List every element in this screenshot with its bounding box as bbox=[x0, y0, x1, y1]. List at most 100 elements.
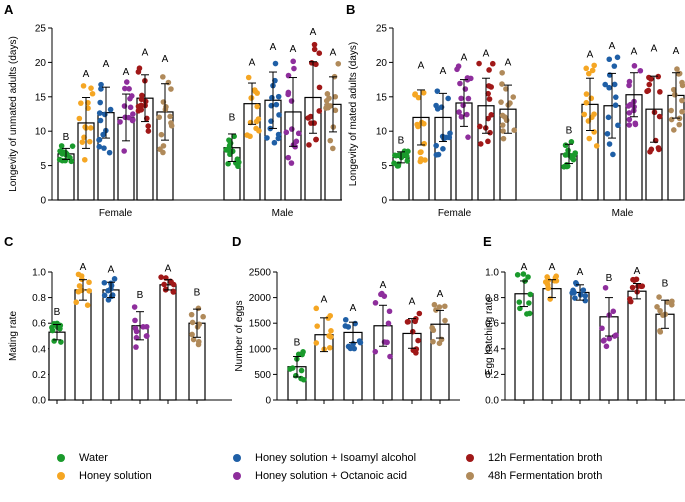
significance-letter: A bbox=[270, 42, 277, 53]
y-tick-label: 500 bbox=[254, 370, 271, 381]
panel-label: D bbox=[232, 234, 241, 249]
data-point bbox=[227, 151, 233, 158]
data-point bbox=[100, 131, 106, 138]
data-point bbox=[161, 281, 167, 288]
data-point bbox=[465, 95, 472, 102]
data-point bbox=[477, 141, 484, 147]
data-point bbox=[330, 145, 336, 152]
y-tick-label: 0.8 bbox=[32, 293, 46, 304]
data-point bbox=[313, 305, 320, 312]
legend-item-48h: 48h Fermentation broth bbox=[466, 470, 602, 482]
data-point bbox=[581, 111, 588, 118]
data-point bbox=[568, 139, 575, 145]
data-point bbox=[123, 79, 130, 85]
data-point bbox=[626, 116, 633, 123]
significance-letter: A bbox=[330, 47, 337, 58]
y-tick-label: 1000 bbox=[249, 344, 272, 355]
significance-letter: A bbox=[549, 262, 556, 273]
data-point bbox=[158, 274, 164, 280]
data-point bbox=[130, 117, 136, 123]
data-point bbox=[323, 105, 329, 111]
legend-item-water: Water bbox=[57, 452, 108, 464]
significance-letter: A bbox=[483, 49, 490, 60]
data-point bbox=[676, 121, 683, 128]
data-point bbox=[384, 339, 390, 346]
data-point bbox=[514, 272, 521, 278]
data-point bbox=[606, 56, 613, 63]
data-point bbox=[544, 274, 550, 280]
data-point bbox=[132, 317, 138, 324]
data-point bbox=[591, 62, 597, 69]
data-point bbox=[582, 292, 589, 299]
y-tick-label: 5 bbox=[381, 161, 387, 172]
data-point bbox=[498, 99, 504, 105]
y-tick-label: 0 bbox=[265, 396, 271, 407]
data-point bbox=[606, 141, 613, 147]
data-point bbox=[525, 274, 531, 280]
data-point bbox=[160, 143, 167, 149]
data-point bbox=[326, 95, 332, 102]
data-point bbox=[345, 324, 352, 330]
data-point bbox=[122, 85, 128, 92]
data-point bbox=[526, 310, 533, 317]
data-point bbox=[130, 111, 136, 117]
data-point bbox=[503, 117, 510, 124]
data-point bbox=[572, 295, 578, 301]
data-point bbox=[160, 149, 166, 156]
data-point bbox=[404, 319, 411, 325]
data-point bbox=[648, 146, 655, 153]
data-point bbox=[85, 105, 91, 112]
data-point bbox=[311, 41, 318, 48]
y-tick-label: 15 bbox=[376, 92, 388, 103]
data-point bbox=[235, 163, 241, 170]
data-point bbox=[679, 79, 685, 86]
data-point bbox=[245, 74, 252, 81]
data-point bbox=[133, 344, 139, 350]
x-group-label: Female bbox=[99, 208, 133, 219]
legend-label: Water bbox=[79, 452, 108, 464]
data-point bbox=[285, 72, 292, 79]
data-point bbox=[433, 152, 440, 158]
data-point bbox=[316, 108, 323, 114]
legend-swatch bbox=[466, 454, 474, 462]
data-point bbox=[583, 91, 590, 97]
data-point bbox=[564, 163, 571, 169]
data-point bbox=[145, 123, 151, 129]
data-point bbox=[76, 283, 83, 289]
significance-letter: A bbox=[80, 262, 87, 273]
data-point bbox=[420, 89, 427, 96]
data-point bbox=[170, 288, 177, 295]
data-point bbox=[56, 156, 63, 163]
data-point bbox=[489, 60, 496, 67]
data-point bbox=[311, 120, 317, 126]
data-point bbox=[101, 279, 108, 286]
y-axis-label: Egg hatching rate bbox=[484, 296, 495, 375]
data-point bbox=[196, 321, 202, 328]
legend-item-isoamyl: Honey solution + Isoamyl alcohol bbox=[233, 452, 416, 464]
data-point bbox=[85, 99, 91, 106]
data-point bbox=[62, 157, 69, 164]
significance-letter: A bbox=[108, 265, 115, 276]
data-point bbox=[486, 67, 492, 73]
significance-letter: A bbox=[461, 53, 468, 64]
data-point bbox=[188, 311, 195, 318]
data-point bbox=[465, 134, 471, 140]
data-point bbox=[599, 325, 605, 332]
data-point bbox=[332, 107, 339, 114]
data-point bbox=[583, 99, 590, 106]
y-tick-label: 15 bbox=[35, 92, 47, 103]
significance-letter: B bbox=[606, 273, 613, 284]
data-point bbox=[577, 292, 584, 298]
significance-letter: A bbox=[350, 303, 357, 314]
y-tick-label: 0.6 bbox=[485, 319, 499, 330]
data-point bbox=[613, 332, 619, 338]
data-point bbox=[135, 69, 142, 75]
significance-letter: A bbox=[103, 59, 110, 70]
data-point bbox=[605, 114, 612, 121]
data-point bbox=[416, 310, 423, 317]
data-point bbox=[275, 131, 282, 138]
data-point bbox=[657, 307, 663, 314]
data-point bbox=[440, 146, 446, 152]
data-point bbox=[614, 54, 621, 61]
figure-canvas: A 0 5 10 15 20 25 Longevity of unmated adults (… bbox=[4, 2, 685, 407]
